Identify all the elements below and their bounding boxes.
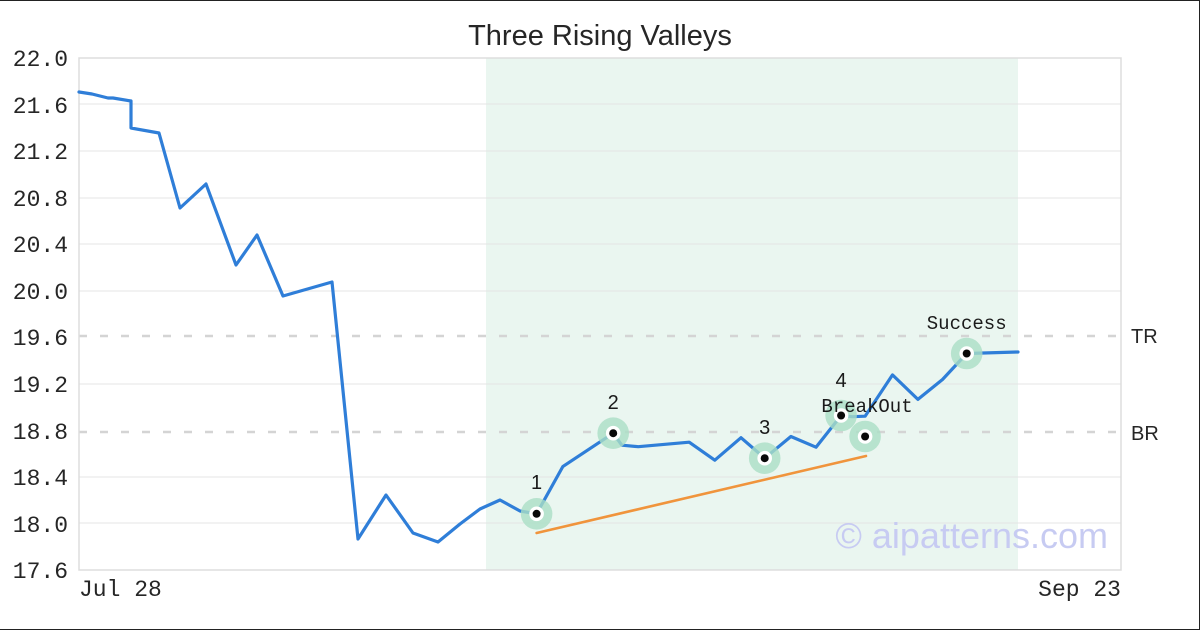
svg-text:1: 1	[531, 472, 542, 494]
svg-text:22.0: 22.0	[13, 47, 68, 73]
svg-text:BR: BR	[1131, 423, 1159, 445]
svg-text:© aipatterns.com: © aipatterns.com	[835, 515, 1108, 556]
svg-text:Sep 23: Sep 23	[1038, 577, 1121, 603]
svg-text:19.2: 19.2	[13, 373, 68, 399]
svg-text:TR: TR	[1131, 326, 1158, 348]
svg-text:19.6: 19.6	[13, 326, 68, 352]
svg-text:21.2: 21.2	[13, 140, 68, 166]
svg-text:4: 4	[836, 370, 847, 392]
svg-text:Success: Success	[927, 313, 1007, 335]
svg-text:17.6: 17.6	[13, 559, 68, 585]
svg-text:Three Rising Valleys: Three Rising Valleys	[468, 20, 732, 52]
svg-text:21.6: 21.6	[13, 94, 68, 120]
svg-text:20.0: 20.0	[13, 280, 68, 306]
svg-text:20.8: 20.8	[13, 187, 68, 213]
svg-text:20.4: 20.4	[13, 233, 68, 259]
svg-text:18.4: 18.4	[13, 466, 68, 492]
svg-text:BreakOut: BreakOut	[821, 396, 912, 418]
svg-text:3: 3	[759, 417, 770, 439]
svg-text:18.8: 18.8	[13, 420, 68, 446]
svg-text:Jul 28: Jul 28	[79, 577, 162, 603]
svg-text:2: 2	[608, 392, 619, 414]
svg-text:18.0: 18.0	[13, 513, 68, 539]
